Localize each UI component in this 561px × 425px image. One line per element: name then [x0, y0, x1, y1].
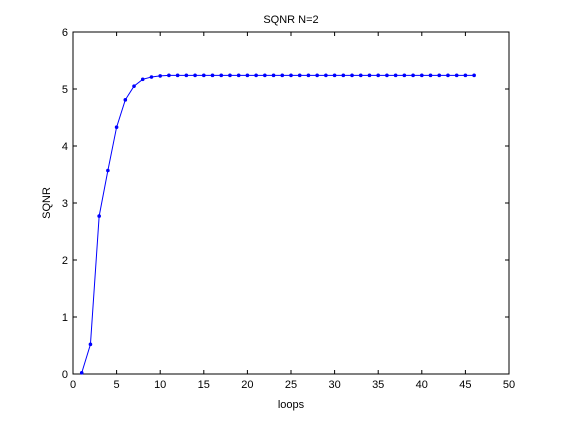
chart-title: SQNR N=2: [263, 14, 318, 26]
data-point: [158, 74, 162, 78]
data-point: [202, 73, 206, 78]
y-tick-label: 4: [62, 141, 68, 153]
data-point: [463, 73, 468, 78]
x-tick-label: 30: [328, 379, 340, 391]
data-point: [428, 73, 433, 78]
data-point: [79, 371, 84, 375]
x-tick-label: 35: [372, 379, 384, 391]
data-point: [411, 73, 415, 78]
data-point: [385, 73, 389, 78]
x-tick-label: 0: [70, 379, 76, 391]
data-point: [402, 73, 407, 78]
y-tick-label: 1: [62, 312, 68, 324]
y-tick-label: 0: [62, 369, 68, 381]
data-point: [324, 73, 328, 78]
data-point: [454, 73, 459, 78]
plot-area: [72, 31, 510, 375]
data-point: [393, 73, 398, 78]
data-point: [228, 73, 232, 78]
y-tick-label: 2: [62, 255, 68, 267]
data-point: [367, 73, 372, 78]
data-point: [236, 73, 241, 78]
x-tick-label: 40: [416, 379, 428, 391]
data-point: [263, 73, 267, 78]
x-tick-label: 10: [154, 379, 166, 391]
data-point: [446, 73, 450, 78]
data-point: [175, 73, 180, 78]
data-point: [271, 73, 276, 78]
x-tick-label: 20: [241, 379, 253, 391]
data-point: [332, 73, 337, 78]
data-point: [210, 73, 215, 78]
data-point: [472, 73, 476, 78]
data-point: [123, 98, 128, 102]
y-axis-label: SQNR: [41, 187, 53, 219]
x-tick-label: 50: [503, 379, 515, 391]
data-point: [184, 73, 189, 78]
data-point: [350, 73, 354, 78]
data-point: [289, 73, 293, 78]
data-point: [132, 84, 136, 88]
x-tick-label: 5: [114, 379, 120, 391]
data-point: [114, 125, 119, 129]
data-point: [88, 342, 93, 347]
data-point: [97, 214, 101, 218]
data-point: [341, 73, 346, 78]
data-point: [193, 73, 197, 78]
x-axis-label: loops: [278, 399, 305, 411]
data-point: [245, 73, 250, 78]
data-point: [306, 73, 311, 78]
data-point: [149, 75, 154, 79]
x-tick-label: 15: [198, 379, 210, 391]
data-point: [140, 77, 145, 82]
y-tick-label: 3: [62, 198, 68, 210]
x-tick-label: 25: [285, 379, 297, 391]
data-point: [280, 73, 285, 78]
data-point: [297, 73, 302, 78]
data-point: [315, 73, 319, 78]
data-point: [437, 73, 442, 78]
data-point: [219, 73, 224, 78]
y-tick-label: 6: [62, 27, 68, 39]
data-point: [376, 73, 381, 78]
data-point: [167, 73, 171, 78]
y-tick-label: 5: [62, 84, 68, 96]
x-tick-label: 45: [459, 379, 471, 391]
data-point: [106, 168, 110, 173]
data-point: [358, 73, 363, 78]
data-point: [420, 73, 424, 78]
series-line: [81, 74, 475, 374]
series-layer: [79, 73, 476, 375]
data-point: [254, 73, 258, 78]
